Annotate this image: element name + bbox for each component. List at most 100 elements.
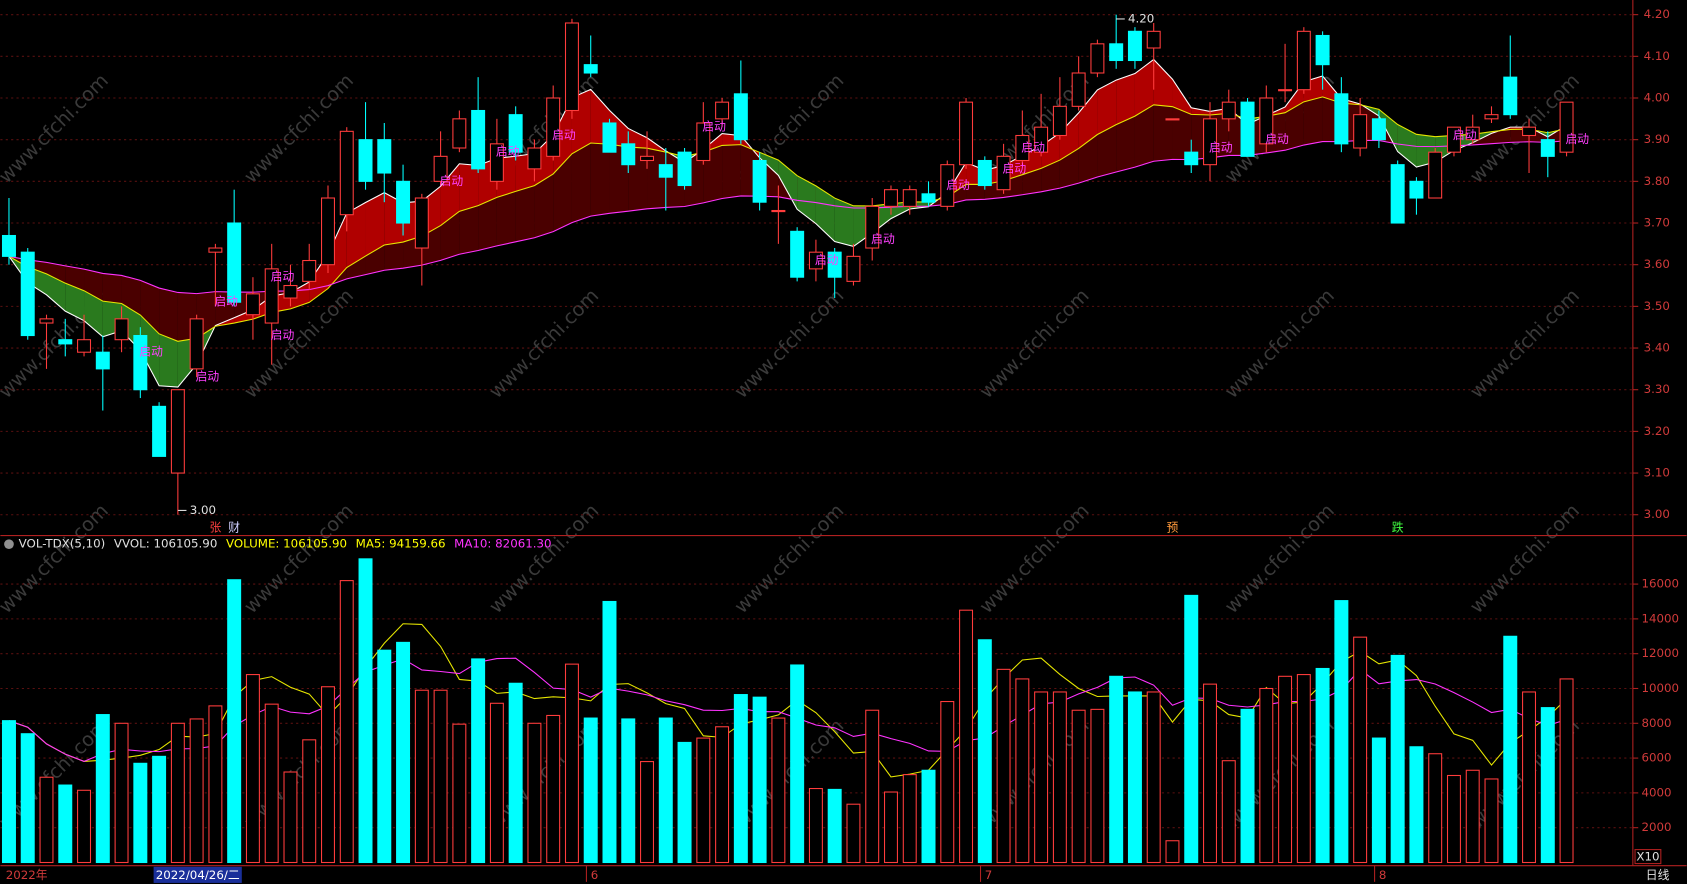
trend-fill: [140, 280, 160, 334]
ribbon-fill: [140, 314, 160, 386]
ribbon-fill: [1078, 89, 1098, 149]
candle-body: [977, 159, 992, 187]
trend-fill: [553, 153, 572, 232]
volume-bar: [414, 689, 429, 864]
candle-body: [1446, 126, 1461, 153]
candle-body: [1371, 118, 1386, 141]
signal-label: 启动: [1566, 132, 1590, 146]
volume-header: VOLUME: 106105.90: [226, 537, 347, 551]
y-tick-label: 3.80: [1644, 174, 1670, 188]
candle-body: [752, 159, 767, 203]
trend-fill: [1041, 160, 1060, 192]
volume-bar: [733, 694, 748, 864]
volume-bar: [883, 791, 898, 864]
volume-bar: [1465, 769, 1480, 864]
candle-body: [959, 101, 974, 166]
y-tick-label: 10000: [1641, 681, 1679, 695]
volume-bar: [245, 674, 260, 864]
signal-label: 启动: [815, 253, 839, 267]
y-tick-label: 2000: [1641, 820, 1671, 834]
signal-label: 启动: [1003, 161, 1027, 175]
candle-body: [1484, 114, 1499, 120]
ribbon-fill: [1059, 112, 1079, 161]
ribbon-fill: [1172, 79, 1192, 115]
ribbon-fill: [290, 281, 310, 309]
trend-fill: [384, 242, 404, 271]
volume-bar: [771, 717, 786, 864]
trend-fill: [496, 191, 516, 246]
candle-body: [1184, 151, 1199, 166]
candle-body: [621, 143, 636, 166]
ribbon-fill: [65, 283, 85, 321]
candle-body: [508, 114, 523, 153]
y-tick-label: 4.10: [1644, 49, 1670, 63]
candle-body: [39, 318, 54, 324]
candle-body: [433, 155, 448, 182]
volume-header: MA5: 94159.66: [356, 537, 446, 551]
candle-body: [846, 255, 861, 282]
ribbon-fill: [327, 213, 347, 289]
y-tick-label: 3.90: [1644, 132, 1670, 146]
volume-bar: [283, 771, 298, 864]
candle-body: [1259, 97, 1274, 145]
ribbon-fill: [834, 198, 854, 247]
candle-body: [1353, 114, 1368, 149]
volume-bar: [640, 761, 655, 864]
y-tick-label: 3.40: [1644, 341, 1670, 355]
trend-fill: [722, 144, 741, 199]
ribbon-fill: [1153, 59, 1173, 107]
event-marker: 跌: [1392, 521, 1404, 535]
candle-body: [1203, 118, 1217, 166]
candle-body: [1221, 101, 1236, 120]
period-label: 日线: [1646, 868, 1670, 882]
candle-body: [133, 334, 148, 391]
candle-body: [452, 118, 467, 149]
candle-body: [1034, 126, 1049, 153]
volume-bar: [508, 682, 523, 864]
candle-body: [283, 284, 298, 299]
volume-bar: [1296, 674, 1311, 864]
volume-bar: [152, 755, 167, 864]
volume-bar: [170, 722, 185, 864]
extreme-label: 4.20: [1128, 11, 1154, 25]
volume-bar: [696, 737, 711, 864]
volume-bar: [1071, 709, 1086, 864]
ribbon-fill: [365, 192, 385, 257]
volume-bar: [752, 696, 767, 864]
signal-label: 启动: [271, 328, 295, 342]
y-tick-label: 4000: [1641, 785, 1671, 799]
volume-bar: [940, 701, 955, 864]
volume-bar: [1522, 691, 1537, 864]
candle-body: [902, 189, 917, 207]
volume-bar: [1127, 691, 1142, 864]
volume-header: VVOL: 106105.90: [114, 537, 217, 551]
event-marker: 张: [209, 521, 221, 535]
y-tick-label: 8000: [1641, 716, 1671, 730]
y-tick-label: 3.00: [1644, 507, 1670, 521]
volume-bar: [1109, 675, 1124, 864]
trend-fill: [478, 197, 497, 251]
trend-fill: [1078, 134, 1098, 184]
y-tick-label: 4.20: [1644, 7, 1670, 21]
volume-bar: [58, 784, 73, 864]
candle-body: [1540, 139, 1555, 157]
y-tick-label: 3.20: [1644, 424, 1670, 438]
volume-bar: [321, 686, 335, 864]
signal-label: 启动: [946, 178, 970, 192]
candle-body: [489, 143, 504, 182]
candle-body: [546, 97, 561, 157]
signal-label: 启动: [1209, 141, 1233, 155]
volume-bar: [1015, 678, 1030, 864]
candle-body: [1240, 101, 1255, 157]
volume-bar: [396, 641, 411, 864]
candle-body: [1090, 43, 1105, 74]
candle-body: [58, 339, 73, 345]
volume-bar: [77, 789, 92, 864]
candle-body: [339, 130, 354, 216]
event-marker: 财: [228, 521, 240, 535]
volume-bar: [339, 580, 354, 864]
x-tick-label: 8: [1379, 868, 1387, 882]
volume-bar: [1240, 708, 1255, 864]
trend-fill: [1116, 116, 1135, 172]
